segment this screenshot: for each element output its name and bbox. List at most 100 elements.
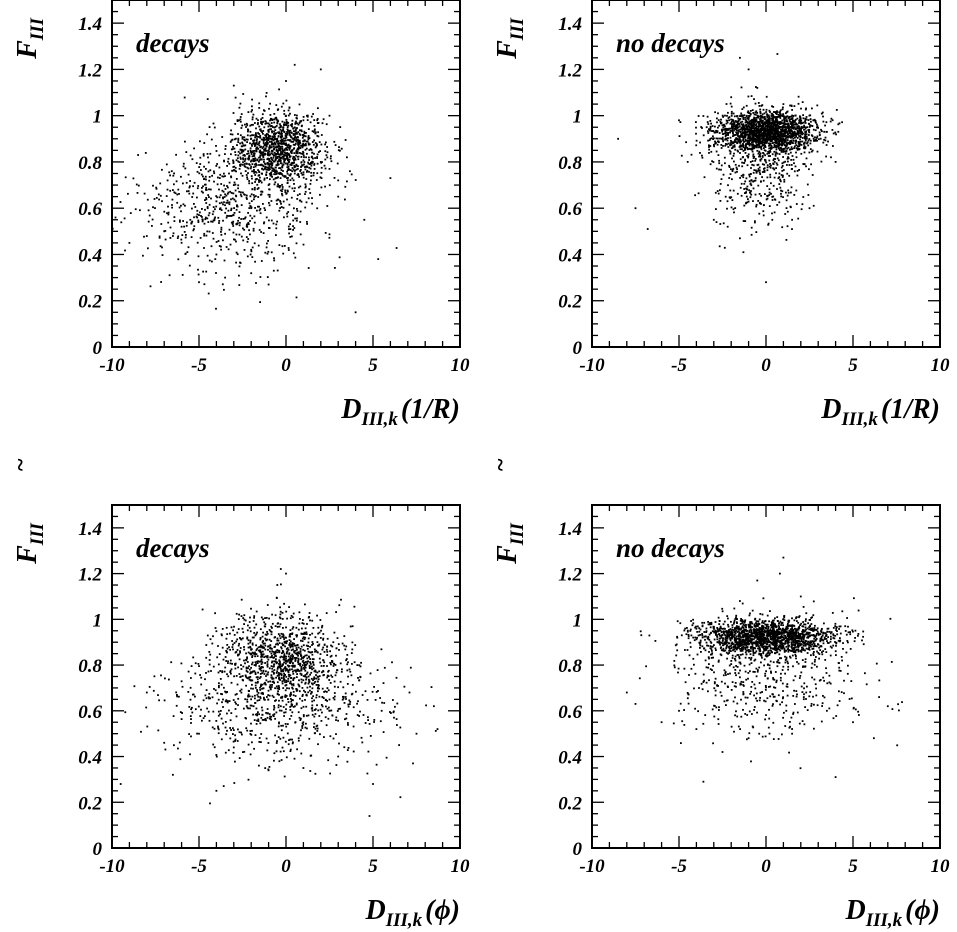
scatter-point [760, 130, 763, 133]
scatter-point [734, 127, 736, 130]
scatter-point [767, 142, 770, 145]
scatter-point [777, 130, 779, 132]
x-tick-label: 10 [451, 355, 471, 376]
scatter-point [172, 235, 174, 237]
scatter-point [205, 186, 208, 189]
scatter-point [303, 156, 305, 159]
scatter-point [305, 178, 308, 180]
scatter-point [185, 181, 188, 184]
scatter-point [271, 126, 274, 128]
scatter-point [771, 199, 774, 201]
scatter-point [740, 132, 743, 135]
scatter-point [749, 139, 752, 142]
scatter-point [204, 183, 206, 186]
scatter-point [709, 145, 712, 147]
scatter-point [823, 130, 826, 133]
scatter-point [718, 162, 721, 165]
scatter-point [303, 666, 305, 669]
scatter-point [161, 246, 163, 249]
scatter-point [180, 225, 183, 228]
scatter-point [767, 131, 769, 134]
scatter-point [247, 212, 249, 214]
scatter-point [271, 622, 274, 625]
scatter-point [238, 642, 240, 645]
scatter-point [253, 139, 256, 142]
scatter-point [251, 654, 254, 657]
scatter-point [170, 170, 173, 173]
scatter-point [255, 282, 257, 284]
scatter-point [757, 102, 760, 104]
scatter-point [221, 283, 224, 286]
scatter-point [302, 633, 305, 635]
scatter-point [315, 145, 318, 148]
scatter-point [255, 127, 257, 130]
scatter-point [193, 216, 195, 219]
scatter-point [767, 223, 770, 226]
scatter-point [246, 636, 249, 639]
scatter-point [812, 204, 815, 207]
scatter-point [319, 68, 322, 71]
scatter-point [301, 656, 303, 659]
scatter-point [240, 127, 243, 129]
scatter-point [344, 648, 347, 651]
scatter-point [301, 136, 304, 139]
scatter-point [287, 143, 290, 146]
scatter-point [311, 651, 314, 653]
scatter-point [263, 153, 265, 156]
scatter-point [770, 121, 772, 124]
scatter-point [389, 177, 392, 179]
scatter-point [309, 634, 311, 636]
scatter-point [334, 664, 337, 666]
scatter-point [786, 147, 788, 150]
scatter-point [266, 661, 269, 663]
scatter-point [837, 123, 840, 126]
scatter-point [239, 156, 242, 159]
scatter-point [772, 118, 774, 121]
scatter-point [276, 109, 279, 111]
scatter-point [242, 158, 245, 161]
scatter-point [734, 120, 737, 122]
scatter-point [239, 148, 242, 151]
scatter-point [196, 241, 199, 244]
scatter-point [286, 163, 289, 166]
scatter-point [294, 649, 297, 652]
scatter-point [302, 679, 305, 682]
scatter-point [798, 126, 801, 128]
scatter-point [249, 220, 251, 222]
scatter-point [801, 203, 804, 206]
scatter-point [301, 153, 304, 155]
scatter-point [263, 178, 266, 181]
scatter-point [784, 146, 787, 149]
scatter-point [285, 667, 288, 670]
scatter-point [266, 631, 268, 633]
scatter-point [251, 134, 253, 137]
scatter-point [786, 131, 789, 134]
scatter-point [798, 142, 801, 144]
scatter-point [779, 178, 782, 181]
scatter-point [134, 208, 137, 211]
scatter-point [762, 139, 765, 142]
scatter-point [715, 150, 718, 153]
scatter-point [782, 196, 784, 198]
scatter-point [770, 138, 773, 140]
scatter-point [819, 137, 822, 140]
scatter-point [306, 115, 309, 118]
scatter-point [288, 185, 291, 188]
scatter-point [720, 164, 723, 167]
scatter-point [282, 252, 285, 255]
scatter-point [349, 625, 352, 628]
scatter-point [790, 128, 792, 131]
scatter-point [781, 119, 784, 122]
scatter-point [333, 680, 336, 683]
scatter-point [307, 267, 310, 269]
scatter-point [747, 200, 750, 203]
scatter-point [751, 150, 754, 153]
scatter-point [300, 152, 303, 155]
scatter-point [756, 131, 758, 134]
scatter-point [237, 184, 240, 187]
scatter-point [812, 128, 815, 131]
scatter-point [743, 136, 746, 139]
scatter-point [294, 132, 297, 135]
scatter-point [800, 136, 802, 138]
scatter-point [795, 127, 798, 130]
